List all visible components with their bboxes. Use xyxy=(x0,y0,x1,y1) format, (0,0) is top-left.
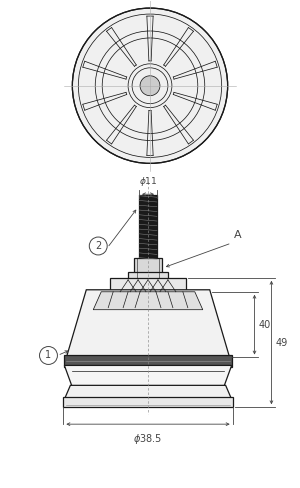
Circle shape xyxy=(72,8,228,163)
Bar xyxy=(139,195,157,262)
Text: 40: 40 xyxy=(259,320,271,329)
Polygon shape xyxy=(64,366,232,387)
Bar xyxy=(134,258,162,278)
Text: 49: 49 xyxy=(275,338,288,347)
Circle shape xyxy=(40,346,57,365)
Circle shape xyxy=(89,237,107,255)
Text: A: A xyxy=(234,230,242,240)
Text: 2: 2 xyxy=(95,241,101,251)
Circle shape xyxy=(140,76,160,96)
Polygon shape xyxy=(64,386,232,399)
Polygon shape xyxy=(93,292,203,310)
Bar xyxy=(110,278,186,292)
Bar xyxy=(128,272,168,282)
Text: $\phi$38.5: $\phi$38.5 xyxy=(133,432,163,446)
Text: $\phi$11: $\phi$11 xyxy=(139,175,157,188)
Text: 1: 1 xyxy=(45,350,52,361)
Bar xyxy=(63,397,232,407)
Bar xyxy=(64,355,232,367)
Polygon shape xyxy=(66,290,230,358)
